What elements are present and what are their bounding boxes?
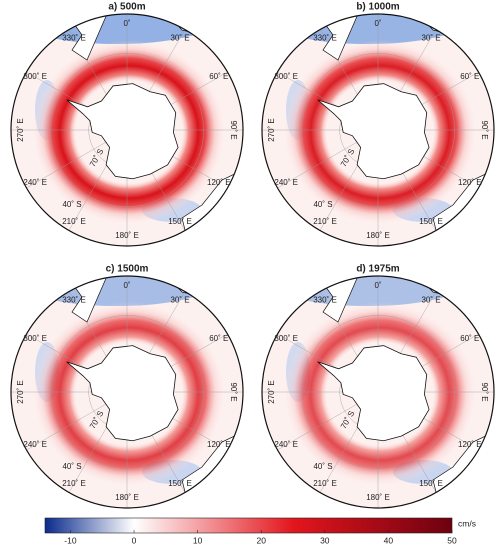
colorbar-tick-label: 50 xyxy=(447,535,457,545)
longitude-label: 60˚ E xyxy=(209,72,228,81)
longitude-label: 210˚ E xyxy=(62,217,86,226)
longitude-label: 240˚ E xyxy=(23,440,47,449)
longitude-label: 240˚ E xyxy=(274,178,298,187)
map-border xyxy=(261,13,495,247)
longitude-label: 60˚ E xyxy=(460,334,479,343)
longitude-label: 120˚ E xyxy=(458,440,482,449)
longitude-label: 120˚ E xyxy=(207,440,231,449)
colorbar-tick-label: 40 xyxy=(384,535,394,545)
colorbar-tick-label: 20 xyxy=(256,535,266,545)
longitude-label: 30˚ E xyxy=(170,33,189,42)
map-panel: b) 1000m 0˚ 30˚ E 60˚ E 90˚ E 120˚ E 150˚ E 180… xyxy=(261,2,495,247)
antarctica xyxy=(317,345,430,442)
map-border xyxy=(261,275,495,509)
blue-band xyxy=(22,14,212,44)
longitude-label: 30˚ E xyxy=(170,295,189,304)
longitude-label: 210˚ E xyxy=(313,479,337,488)
longitude-label: 30˚ E xyxy=(421,33,440,42)
longitude-label: 0˚ xyxy=(123,19,130,28)
panel-title: b) 1000m xyxy=(356,2,399,13)
blue-band xyxy=(22,276,212,306)
colorbar-tick-label: 0 xyxy=(132,535,137,545)
latitude-label: 40˚ S xyxy=(313,462,332,471)
longitude-label: 30˚ E xyxy=(421,295,440,304)
longitude-label: 90˚ E xyxy=(480,382,489,401)
longitude-label: 270˚ E xyxy=(16,118,25,142)
longitude-label: 330˚ E xyxy=(62,33,86,42)
blue-band xyxy=(273,276,463,306)
longitude-label: 0˚ xyxy=(374,281,381,290)
longitude-label: 240˚ E xyxy=(274,440,298,449)
map-panel: c) 1500m 0˚ 30˚ E 60˚ E 90˚ E 120˚ E 150˚ E 180… xyxy=(10,264,244,509)
longitude-label: 270˚ E xyxy=(267,380,276,404)
longitude-label: 330˚ E xyxy=(62,295,86,304)
longitude-label: 180˚ E xyxy=(115,493,139,502)
map-field xyxy=(11,14,243,246)
longitude-label: 330˚ E xyxy=(313,33,337,42)
longitude-label: 300˚ E xyxy=(274,334,298,343)
map-field xyxy=(11,276,243,508)
longitude-label: 150˚ E xyxy=(168,479,192,488)
longitude-label: 120˚ E xyxy=(458,178,482,187)
longitude-label: 150˚ E xyxy=(419,217,443,226)
longitude-label: 180˚ E xyxy=(115,231,139,240)
latitude-label: 40˚ S xyxy=(62,200,81,209)
longitude-label: 0˚ xyxy=(123,281,130,290)
longitude-label: 60˚ E xyxy=(209,334,228,343)
longitude-label: 150˚ E xyxy=(168,217,192,226)
longitude-label: 270˚ E xyxy=(16,380,25,404)
longitude-label: 270˚ E xyxy=(267,118,276,142)
longitude-label: 300˚ E xyxy=(23,72,47,81)
longitude-label: 210˚ E xyxy=(313,217,337,226)
antarctica xyxy=(66,83,179,180)
colorbar-bar xyxy=(44,517,453,534)
longitude-label: 330˚ E xyxy=(313,295,337,304)
panel-title: d) 1975m xyxy=(356,264,399,275)
map-border xyxy=(10,13,244,247)
latitude-label: 40˚ S xyxy=(62,462,81,471)
longitude-label: 300˚ E xyxy=(274,72,298,81)
panel-title: c) 1500m xyxy=(106,264,149,275)
longitude-label: 180˚ E xyxy=(366,231,390,240)
longitude-label: 210˚ E xyxy=(62,479,86,488)
longitude-label: 240˚ E xyxy=(23,178,47,187)
map-panel: a) 500m 0˚ 30˚ E 60˚ E 90˚ E 120˚ E 150˚ E 180˚… xyxy=(10,2,244,247)
longitude-label: 300˚ E xyxy=(23,334,47,343)
longitude-label: 150˚ E xyxy=(419,479,443,488)
panels: a) 500m 0˚ 30˚ E 60˚ E 90˚ E 120˚ E 150˚ E 180˚… xyxy=(10,2,495,509)
longitude-label: 180˚ E xyxy=(366,493,390,502)
colorbar-tick-label: 30 xyxy=(320,535,330,545)
longitude-label: 90˚ E xyxy=(229,120,238,139)
map-field xyxy=(262,14,494,246)
colorbar-tick-label: -10 xyxy=(64,535,77,545)
panel-title: a) 500m xyxy=(108,2,145,13)
longitude-label: 60˚ E xyxy=(460,72,479,81)
map-field xyxy=(262,276,494,508)
colorbar-tick-label: 10 xyxy=(193,535,203,545)
blue-band xyxy=(273,14,463,44)
latitude-label: 40˚ S xyxy=(313,200,332,209)
antarctica xyxy=(66,345,179,442)
antarctica xyxy=(317,83,430,180)
colorbar-unit: cm/s xyxy=(458,518,476,528)
longitude-label: 90˚ E xyxy=(229,382,238,401)
map-panel: d) 1975m 0˚ 30˚ E 60˚ E 90˚ E 120˚ E 150˚ E 180… xyxy=(261,264,495,509)
longitude-label: 120˚ E xyxy=(207,178,231,187)
map-border xyxy=(10,275,244,509)
longitude-label: 0˚ xyxy=(374,19,381,28)
longitude-label: 90˚ E xyxy=(480,120,489,139)
